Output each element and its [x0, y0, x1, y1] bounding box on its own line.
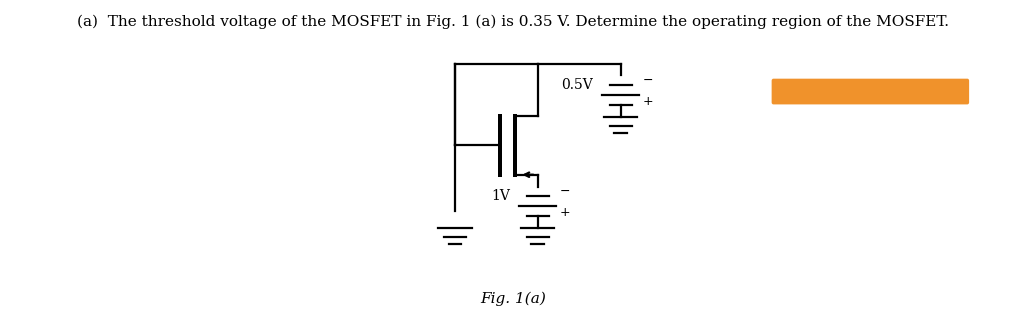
Text: $-$: $-$: [559, 184, 570, 197]
Text: $-$: $-$: [642, 73, 653, 86]
Text: 0.5V: 0.5V: [562, 78, 594, 92]
Text: (a)  The threshold voltage of the MOSFET in Fig. 1 (a) is 0.35 V. Determine the : (a) The threshold voltage of the MOSFET …: [77, 15, 950, 29]
Text: $+$: $+$: [559, 205, 570, 218]
Text: 1V: 1V: [491, 189, 510, 203]
Text: Fig. 1(a): Fig. 1(a): [481, 292, 546, 306]
Text: $+$: $+$: [642, 94, 653, 107]
FancyBboxPatch shape: [771, 79, 969, 104]
